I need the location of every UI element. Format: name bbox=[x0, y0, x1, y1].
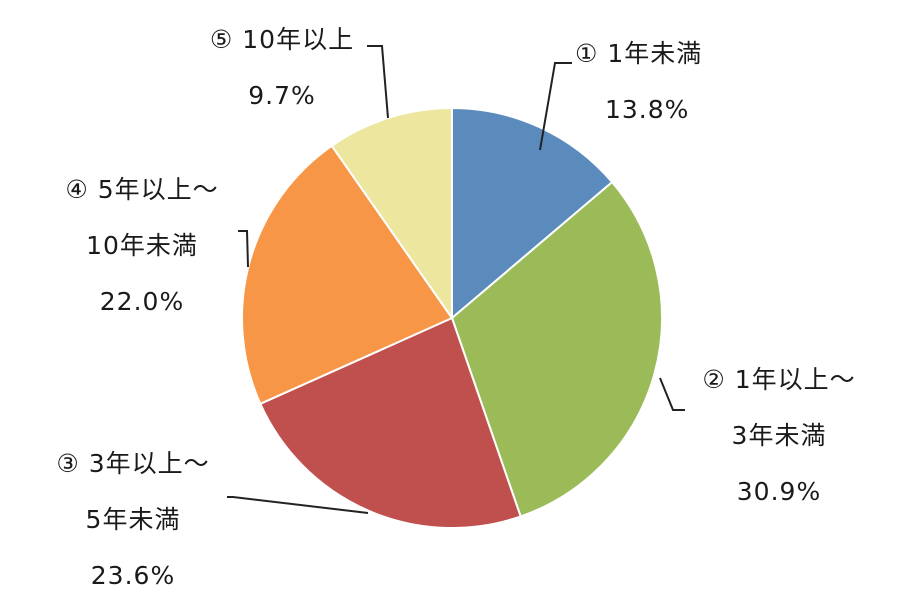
slice-label-5-name: ⑤ 10年以上 bbox=[209, 25, 355, 54]
leader-line-5 bbox=[367, 45, 389, 119]
slice-label-5-value: 9.7% bbox=[248, 81, 316, 110]
pie-slice-3 bbox=[259, 316, 522, 529]
pie-slice-4 bbox=[241, 144, 454, 406]
slice-label-2-value: 30.9% bbox=[736, 477, 822, 506]
slice-label-1: ① 1年未満 13.8% bbox=[575, 26, 702, 138]
slice-label-3-name: ③ 3年以上～ bbox=[56, 449, 210, 478]
leader-line-1 bbox=[539, 62, 572, 151]
slice-label-4-value: 22.0% bbox=[99, 287, 185, 316]
pie-slice-5 bbox=[330, 106, 453, 322]
leader-line-2 bbox=[659, 377, 685, 411]
pie-slices bbox=[241, 106, 663, 529]
slice-label-4: ④ 5年以上～ 10年未満 22.0% bbox=[50, 162, 234, 330]
slice-label-4-line2: 10年未満 bbox=[86, 231, 198, 260]
slice-label-1-value: 13.8% bbox=[605, 95, 690, 124]
leader-line-3 bbox=[227, 496, 369, 514]
slice-label-5: ⑤ 10年以上 9.7% bbox=[198, 12, 366, 124]
slice-label-3-value: 23.6% bbox=[90, 561, 176, 590]
slice-label-3-line2: 5年未満 bbox=[85, 505, 181, 534]
slice-label-2-line2: 3年未満 bbox=[731, 421, 827, 450]
leader-lines bbox=[227, 45, 685, 514]
slice-label-1-name: ① 1年未満 bbox=[575, 39, 703, 68]
slice-label-3: ③ 3年以上～ 5年未満 23.6% bbox=[42, 436, 224, 600]
slice-label-2-name: ② 1年以上～ bbox=[702, 365, 856, 394]
leader-line-4 bbox=[238, 230, 249, 268]
slice-label-2: ② 1年以上～ 3年未満 30.9% bbox=[688, 352, 870, 520]
pie-slice-1 bbox=[451, 106, 614, 321]
slice-label-4-name: ④ 5年以上～ bbox=[65, 175, 219, 204]
pie-slice-2 bbox=[450, 180, 663, 518]
